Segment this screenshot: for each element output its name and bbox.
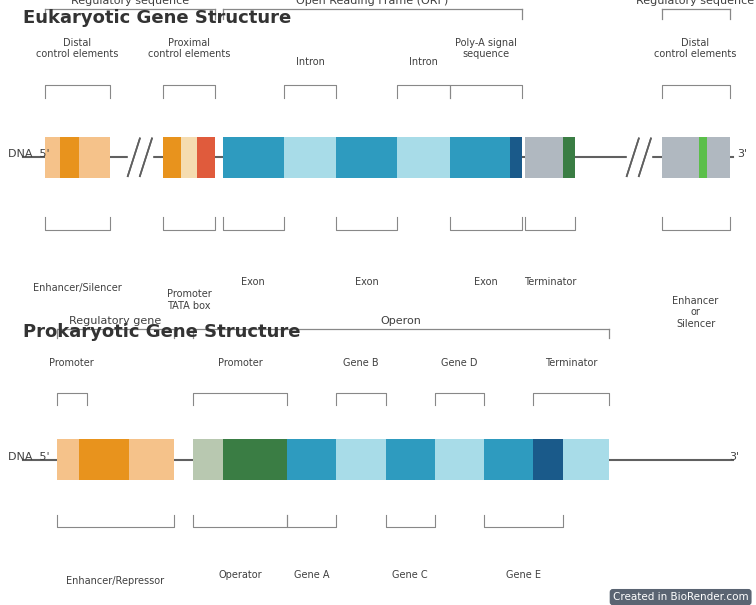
FancyBboxPatch shape xyxy=(450,137,510,178)
FancyBboxPatch shape xyxy=(336,137,397,178)
FancyBboxPatch shape xyxy=(386,439,435,480)
Text: Open Reading Frame (ORF): Open Reading Frame (ORF) xyxy=(296,0,448,6)
Text: Intron: Intron xyxy=(296,57,324,67)
Text: Poly-A signal
sequence: Poly-A signal sequence xyxy=(455,38,516,59)
Text: Enhancer
or
Silencer: Enhancer or Silencer xyxy=(672,296,719,329)
Text: Operon: Operon xyxy=(380,316,421,326)
FancyBboxPatch shape xyxy=(510,137,522,178)
Text: Gene B: Gene B xyxy=(343,358,379,368)
FancyBboxPatch shape xyxy=(79,439,129,480)
FancyBboxPatch shape xyxy=(284,439,287,480)
FancyBboxPatch shape xyxy=(223,137,284,178)
Text: DNA  5': DNA 5' xyxy=(8,149,49,159)
FancyBboxPatch shape xyxy=(129,439,174,480)
Text: Gene C: Gene C xyxy=(392,570,428,580)
FancyBboxPatch shape xyxy=(484,439,533,480)
Text: Promoter
TATA box: Promoter TATA box xyxy=(166,289,212,311)
Text: Proximal
control elements: Proximal control elements xyxy=(148,38,230,59)
FancyBboxPatch shape xyxy=(699,137,707,178)
FancyBboxPatch shape xyxy=(397,137,450,178)
FancyBboxPatch shape xyxy=(193,439,223,480)
Text: Intron: Intron xyxy=(409,57,438,67)
FancyBboxPatch shape xyxy=(57,439,79,480)
Text: Terminator: Terminator xyxy=(524,277,576,287)
FancyBboxPatch shape xyxy=(435,439,484,480)
FancyBboxPatch shape xyxy=(284,137,336,178)
FancyBboxPatch shape xyxy=(563,439,609,480)
Text: Downstream
Regulatory sequence: Downstream Regulatory sequence xyxy=(637,0,754,6)
Text: Upstream
Regulatory sequence: Upstream Regulatory sequence xyxy=(71,0,190,6)
FancyBboxPatch shape xyxy=(163,137,181,178)
Text: Created in BioRender.com: Created in BioRender.com xyxy=(613,592,748,602)
Text: 3': 3' xyxy=(730,452,739,462)
FancyBboxPatch shape xyxy=(525,137,563,178)
Text: Promoter: Promoter xyxy=(49,358,94,368)
FancyBboxPatch shape xyxy=(60,137,79,178)
FancyBboxPatch shape xyxy=(662,137,699,178)
FancyBboxPatch shape xyxy=(79,137,110,178)
FancyBboxPatch shape xyxy=(707,137,730,178)
Text: Terminator: Terminator xyxy=(544,358,597,368)
FancyBboxPatch shape xyxy=(533,439,563,480)
Text: Regulatory gene: Regulatory gene xyxy=(69,316,162,326)
FancyBboxPatch shape xyxy=(336,439,386,480)
FancyBboxPatch shape xyxy=(287,439,336,480)
Text: Gene D: Gene D xyxy=(441,358,478,368)
Text: Distal
control elements: Distal control elements xyxy=(36,38,119,59)
Text: Enhancer/Silencer: Enhancer/Silencer xyxy=(33,283,122,293)
Text: Exon: Exon xyxy=(474,277,497,287)
Text: 3': 3' xyxy=(737,149,747,159)
Text: Operator: Operator xyxy=(218,570,262,580)
FancyBboxPatch shape xyxy=(223,439,284,480)
Text: DNA  5': DNA 5' xyxy=(8,452,49,462)
Text: Gene E: Gene E xyxy=(506,570,541,580)
Text: Promoter: Promoter xyxy=(218,358,262,368)
Text: Gene A: Gene A xyxy=(294,570,330,580)
Text: Exon: Exon xyxy=(241,277,265,287)
Text: Exon: Exon xyxy=(355,277,379,287)
Text: Prokaryotic Gene Structure: Prokaryotic Gene Structure xyxy=(23,323,300,341)
Text: Eukaryotic Gene Structure: Eukaryotic Gene Structure xyxy=(23,10,291,27)
Text: Enhancer/Repressor: Enhancer/Repressor xyxy=(67,576,164,586)
FancyBboxPatch shape xyxy=(197,137,215,178)
Text: Distal
control elements: Distal control elements xyxy=(655,38,736,59)
FancyBboxPatch shape xyxy=(563,137,575,178)
FancyBboxPatch shape xyxy=(45,137,60,178)
FancyBboxPatch shape xyxy=(181,137,197,178)
